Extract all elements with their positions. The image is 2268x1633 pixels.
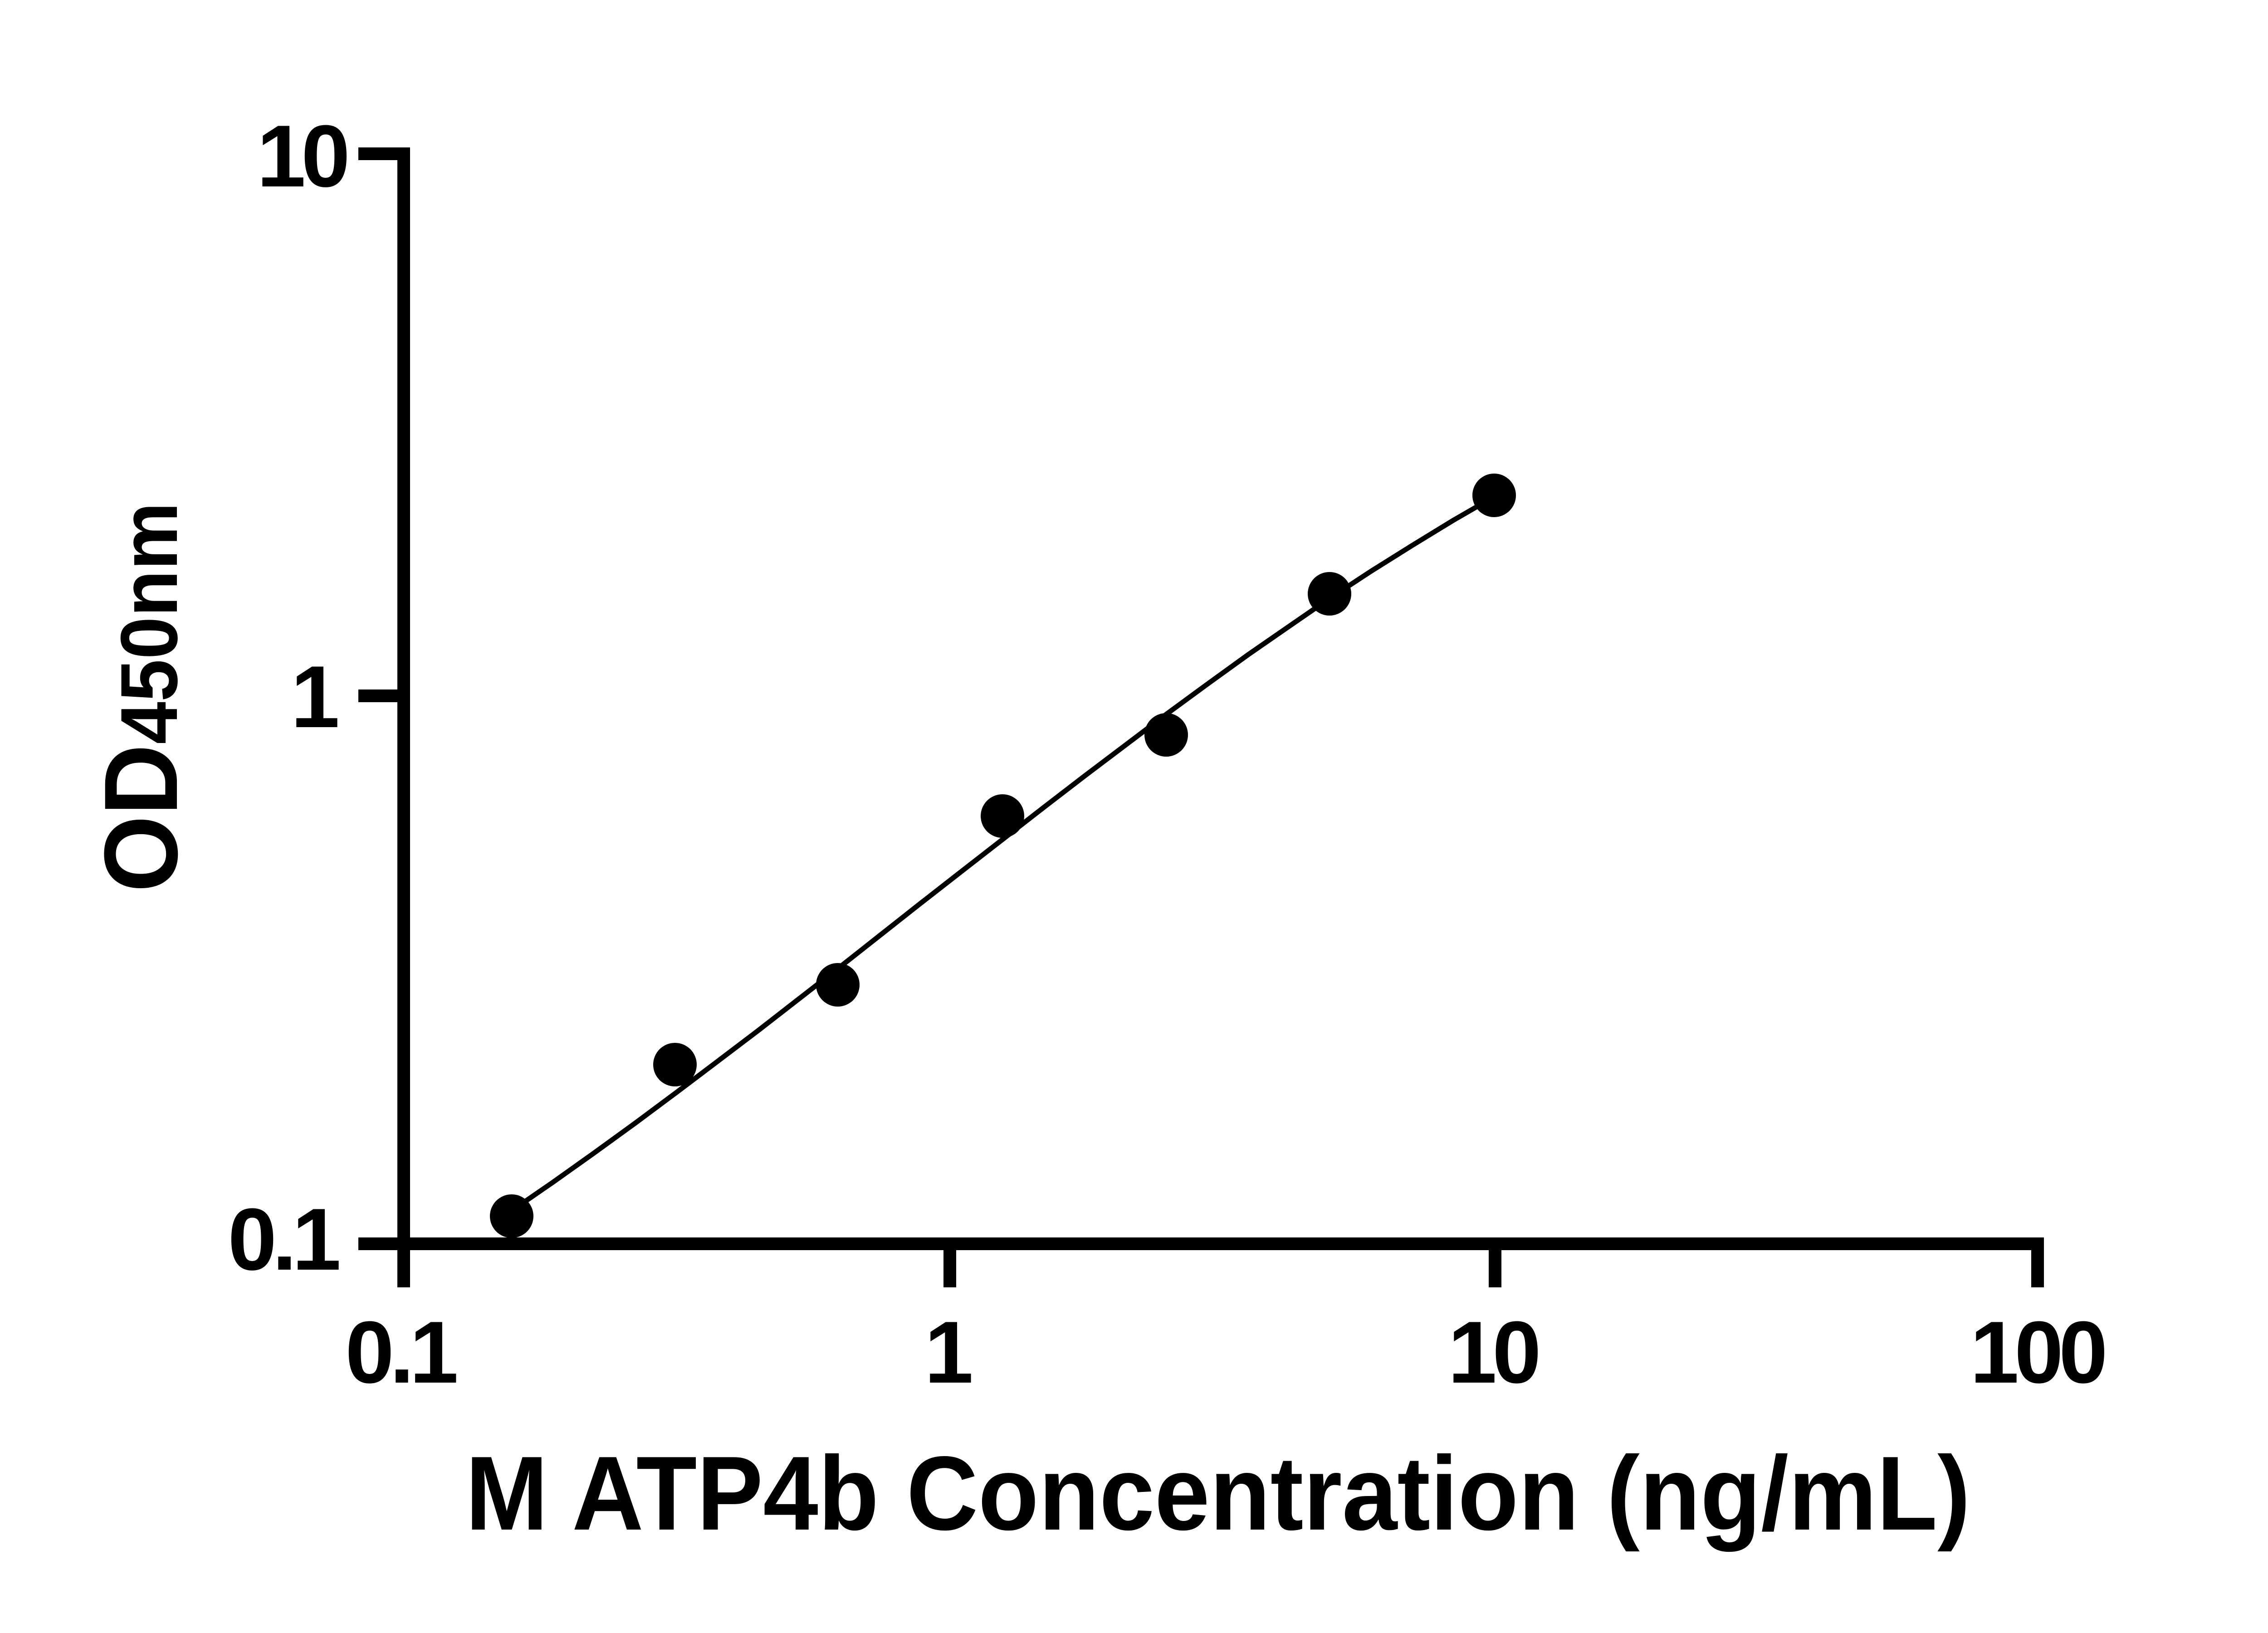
svg-text:1: 1 [291,648,340,746]
svg-text:M ATP4b Concentration (ng/mL): M ATP4b Concentration (ng/mL) [465,1435,1970,1552]
svg-text:OD450nm: OD450nm [83,502,199,892]
svg-text:0.1: 0.1 [228,1190,339,1289]
svg-text:100: 100 [1970,1303,2104,1402]
svg-text:1: 1 [924,1303,973,1402]
svg-text:10: 10 [1448,1303,1538,1402]
svg-text:0.1: 0.1 [345,1303,456,1402]
svg-text:10: 10 [257,107,347,205]
